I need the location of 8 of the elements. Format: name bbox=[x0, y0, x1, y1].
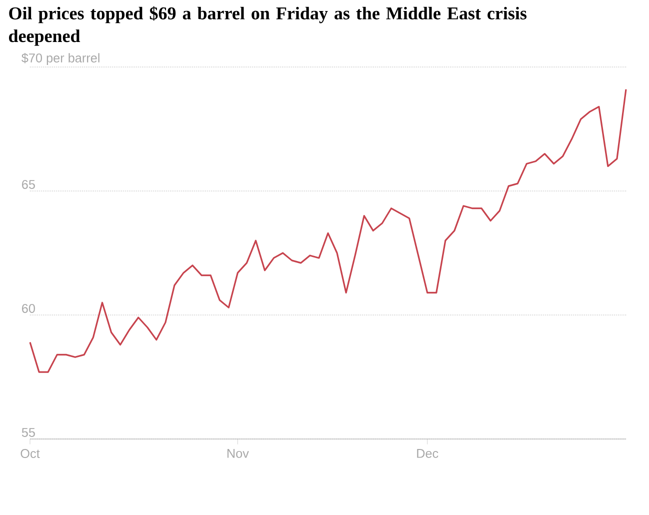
x-tick-label: Nov bbox=[227, 449, 249, 458]
y-tick-label: 60 bbox=[22, 304, 35, 313]
x-tick-label: Oct bbox=[20, 449, 40, 458]
x-tick-label: Dec bbox=[417, 449, 438, 458]
y-tick-label: $70 per barrel bbox=[22, 52, 100, 65]
y-tick-label: 65 bbox=[22, 180, 35, 189]
y-tick-label: 55 bbox=[22, 428, 35, 437]
chart-title: Oil prices topped $69 a barrel on Friday as the Middle East crisis deepened bbox=[9, 6, 526, 46]
